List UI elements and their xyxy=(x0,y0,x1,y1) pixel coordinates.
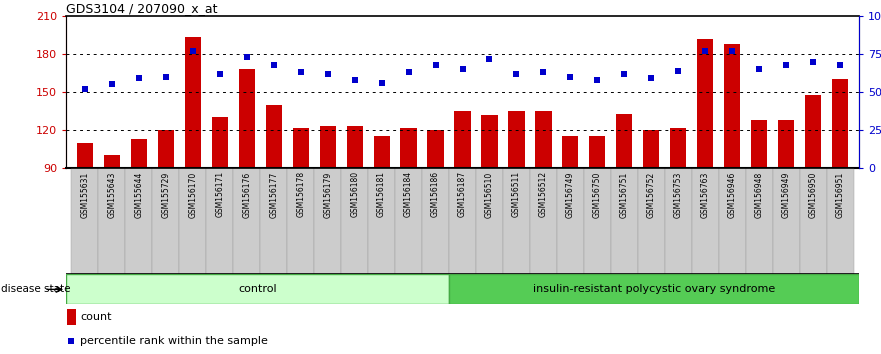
Bar xyxy=(562,136,579,168)
Bar xyxy=(292,127,309,168)
Bar xyxy=(374,136,389,168)
Bar xyxy=(476,168,503,274)
Bar xyxy=(185,38,201,168)
Text: GSM156180: GSM156180 xyxy=(350,171,359,217)
Text: disease state: disease state xyxy=(1,284,70,295)
Bar xyxy=(346,126,363,168)
Bar xyxy=(67,309,77,325)
Bar xyxy=(395,168,422,274)
Text: GSM156178: GSM156178 xyxy=(296,171,305,217)
Bar xyxy=(341,168,368,274)
Bar xyxy=(530,168,557,274)
Bar xyxy=(427,130,444,168)
Bar xyxy=(773,168,800,274)
Text: GSM156763: GSM156763 xyxy=(700,171,710,218)
Bar xyxy=(320,126,336,168)
Text: GSM156510: GSM156510 xyxy=(485,171,494,218)
Text: GSM155643: GSM155643 xyxy=(107,171,116,218)
Bar xyxy=(503,168,530,274)
Text: GSM156950: GSM156950 xyxy=(809,171,818,218)
Text: GSM156753: GSM156753 xyxy=(674,171,683,218)
Bar xyxy=(211,118,228,168)
Bar xyxy=(536,111,552,168)
Bar xyxy=(832,79,848,168)
Text: percentile rank within the sample: percentile rank within the sample xyxy=(80,336,268,346)
Bar xyxy=(368,168,395,274)
Bar xyxy=(422,168,449,274)
Bar xyxy=(449,168,476,274)
Bar xyxy=(481,115,498,168)
Text: GSM156181: GSM156181 xyxy=(377,171,386,217)
Text: GSM156186: GSM156186 xyxy=(431,171,440,217)
Text: GSM156171: GSM156171 xyxy=(215,171,225,217)
Bar xyxy=(643,130,659,168)
Bar xyxy=(805,95,821,168)
Bar xyxy=(724,44,740,168)
Bar xyxy=(206,168,233,274)
Bar xyxy=(826,168,854,274)
Text: GSM155729: GSM155729 xyxy=(161,171,170,218)
Bar xyxy=(315,168,341,274)
Text: count: count xyxy=(80,312,112,322)
Bar xyxy=(589,136,605,168)
Text: GSM156512: GSM156512 xyxy=(539,171,548,217)
Text: GSM156184: GSM156184 xyxy=(404,171,413,217)
Text: GSM156750: GSM156750 xyxy=(593,171,602,218)
Text: GSM156751: GSM156751 xyxy=(620,171,629,218)
Bar xyxy=(778,120,795,168)
Text: GSM156187: GSM156187 xyxy=(458,171,467,217)
Bar xyxy=(751,120,767,168)
Bar xyxy=(455,111,470,168)
Bar xyxy=(800,168,826,274)
Bar xyxy=(670,127,686,168)
Bar xyxy=(665,168,692,274)
Bar xyxy=(130,139,147,168)
Text: GSM155644: GSM155644 xyxy=(135,171,144,218)
Text: GSM156176: GSM156176 xyxy=(242,171,251,218)
Text: GSM156179: GSM156179 xyxy=(323,171,332,218)
Bar xyxy=(557,168,584,274)
Text: insulin-resistant polycystic ovary syndrome: insulin-resistant polycystic ovary syndr… xyxy=(533,284,775,295)
Bar xyxy=(71,168,99,274)
Bar xyxy=(584,168,611,274)
Bar xyxy=(180,168,206,274)
Text: GSM156511: GSM156511 xyxy=(512,171,521,217)
Bar xyxy=(104,155,120,168)
Bar xyxy=(638,168,665,274)
Text: GDS3104 / 207090_x_at: GDS3104 / 207090_x_at xyxy=(66,2,218,15)
Bar xyxy=(611,168,638,274)
Bar xyxy=(616,114,633,168)
Bar xyxy=(745,168,773,274)
Text: GSM156948: GSM156948 xyxy=(755,171,764,218)
Bar xyxy=(508,111,524,168)
Bar xyxy=(692,168,719,274)
Bar xyxy=(401,127,417,168)
Text: GSM156752: GSM156752 xyxy=(647,171,655,218)
Text: control: control xyxy=(238,284,277,295)
Bar xyxy=(125,168,152,274)
Bar xyxy=(99,168,125,274)
Bar xyxy=(66,274,448,304)
Bar xyxy=(260,168,287,274)
Text: GSM156177: GSM156177 xyxy=(270,171,278,218)
Bar xyxy=(239,69,255,168)
Bar xyxy=(697,39,714,168)
Text: GSM155631: GSM155631 xyxy=(80,171,90,218)
Text: GSM156949: GSM156949 xyxy=(781,171,790,218)
Bar xyxy=(77,143,93,168)
Text: GSM156951: GSM156951 xyxy=(835,171,845,218)
Text: GSM156749: GSM156749 xyxy=(566,171,575,218)
Bar xyxy=(152,168,180,274)
Text: GSM156170: GSM156170 xyxy=(189,171,197,218)
Text: GSM156946: GSM156946 xyxy=(728,171,737,218)
Bar xyxy=(266,105,282,168)
Bar xyxy=(719,168,745,274)
Bar xyxy=(287,168,315,274)
Bar xyxy=(233,168,260,274)
Bar xyxy=(158,130,174,168)
Bar xyxy=(448,274,859,304)
